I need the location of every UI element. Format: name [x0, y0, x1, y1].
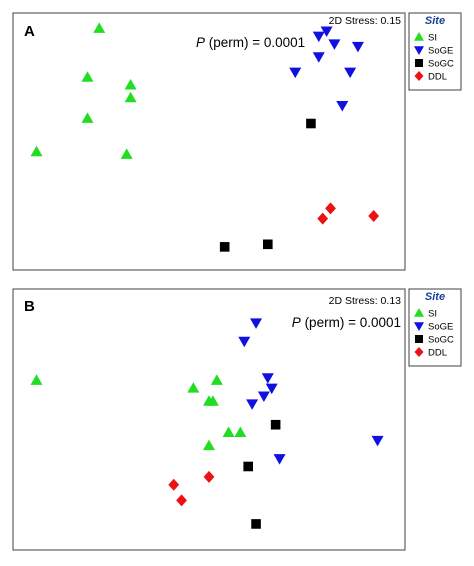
panel-b-legend-marker-sogc: [415, 335, 423, 343]
panel-b-label: B: [24, 298, 35, 315]
panel-b-point-sogc-0: [270, 419, 281, 430]
panel-a-point-soge-7: [336, 101, 349, 112]
panel-b-point-soge-7: [371, 435, 384, 447]
panel-a-point-sogc-2: [263, 239, 273, 250]
panel-a-legend-marker-si: [414, 32, 424, 41]
panel-a-point-si-6: [120, 148, 133, 159]
panel-a-legend-marker-sogc: [415, 59, 423, 67]
panel-a-label: A: [24, 23, 35, 40]
panel-b-point-si-7: [203, 439, 215, 451]
panel-b-stress-label: 2D Stress: 0.13: [329, 295, 402, 307]
panel-b-perm-rest: (perm) = 0.0001: [301, 315, 401, 330]
panel-b-legend-label-si: SI: [428, 309, 437, 320]
panel-b-legend-marker-ddl: [414, 347, 424, 357]
panel-b-perm-label: P (perm) = 0.0001: [292, 315, 401, 330]
panel-b-frame: [12, 288, 406, 551]
panel-b-legend-marker-soge: [414, 322, 424, 331]
panel-b-legend-label-soge: SoGE: [428, 322, 453, 333]
panel-a-point-soge-0: [320, 26, 333, 37]
panel-b-legend-title: Site: [425, 291, 445, 303]
panel-a-legend-label-sogc: SoGC: [428, 59, 454, 70]
panel-b-point-soge-2: [261, 373, 274, 384]
panel-a-perm-label: P (perm) = 0.0001: [196, 35, 305, 50]
panel-b-point-ddl-0: [203, 470, 215, 483]
panel-a-point-ddl-0: [325, 202, 336, 215]
panel-b-point-si-4: [203, 395, 215, 406]
panel-b-point-soge-0: [250, 318, 263, 329]
panel-a-point-si-0: [93, 22, 106, 33]
panel-a-point-si-4: [81, 112, 94, 123]
panel-b-point-soge-5: [246, 399, 259, 410]
panel-a-point-soge-4: [312, 52, 325, 63]
panel-b-point-si-1: [210, 374, 223, 385]
panel-a-legend-marker-soge: [414, 46, 424, 55]
panel-a-point-soge-6: [289, 67, 302, 79]
panel-a-legend-label-soge: SoGE: [428, 46, 453, 57]
panel-a-point-si-5: [30, 145, 43, 157]
panel-b: B 2D Stress: 0.13 P (perm) = 0.0001: [12, 288, 406, 551]
panel-a-legend-title: Site: [425, 15, 445, 27]
panel-a-legend: Site SI SoGE SoGC DDL: [408, 12, 462, 91]
panel-b-point-ddl-1: [168, 478, 180, 491]
panel-b-point-si-6: [222, 426, 235, 438]
panel-b-legend-label-ddl: DDL: [428, 348, 447, 359]
panel-b-point-soge-3: [265, 383, 278, 395]
panel-b-point-soge-1: [238, 336, 251, 348]
panel-a-point-sogc-0: [306, 118, 316, 129]
panel-a-stress-label: 2D Stress: 0.15: [329, 15, 402, 27]
panel-a-point-ddl-2: [368, 210, 380, 223]
panel-b-point-ddl-2: [176, 494, 187, 507]
panel-a-perm-italic: P: [196, 35, 205, 50]
panel-a-point-soge-1: [312, 31, 325, 43]
panel-b-legend-label-sogc: SoGC: [428, 335, 454, 346]
panel-b-perm-italic: P: [292, 315, 301, 330]
panel-a-point-sogc-1: [219, 242, 230, 252]
panel-a-perm-rest: (perm) = 0.0001: [205, 35, 305, 50]
panel-a-legend-label-si: SI: [428, 33, 437, 44]
panel-b-point-si-0: [30, 374, 43, 385]
panel-b-legend: Site SI SoGE SoGC DDL: [408, 288, 462, 367]
panel-b-point-soge-6: [273, 454, 286, 465]
panel-a-legend-label-ddl: DDL: [428, 72, 447, 83]
panel-a-point-ddl-1: [317, 212, 329, 225]
panel-b-points: [30, 318, 384, 529]
panel-a-point-soge-5: [344, 67, 357, 79]
panel-b-point-si-2: [187, 382, 200, 393]
panel-a-point-si-2: [124, 78, 137, 90]
panel-b-point-sogc-2: [251, 519, 261, 529]
panel-a-frame: [12, 12, 406, 271]
panel-a-point-soge-3: [351, 41, 364, 53]
panel-a: A 2D Stress: 0.15 P (perm) = 0.0001: [12, 12, 406, 271]
panel-b-legend-items: SI SoGE SoGC DDL: [414, 308, 454, 359]
panel-b-point-soge-4: [257, 391, 270, 403]
panel-a-point-soge-2: [328, 39, 341, 50]
panel-b-point-si-5: [234, 426, 247, 438]
panel-a-legend-marker-ddl: [414, 71, 424, 81]
panel-a-point-si-3: [124, 91, 137, 103]
panel-a-point-si-1: [81, 71, 94, 82]
panel-a-points: [30, 22, 380, 252]
panel-b-legend-marker-si: [414, 308, 424, 317]
panel-a-legend-items: SI SoGE SoGC DDL: [414, 32, 454, 83]
panel-b-point-sogc-1: [243, 461, 253, 472]
